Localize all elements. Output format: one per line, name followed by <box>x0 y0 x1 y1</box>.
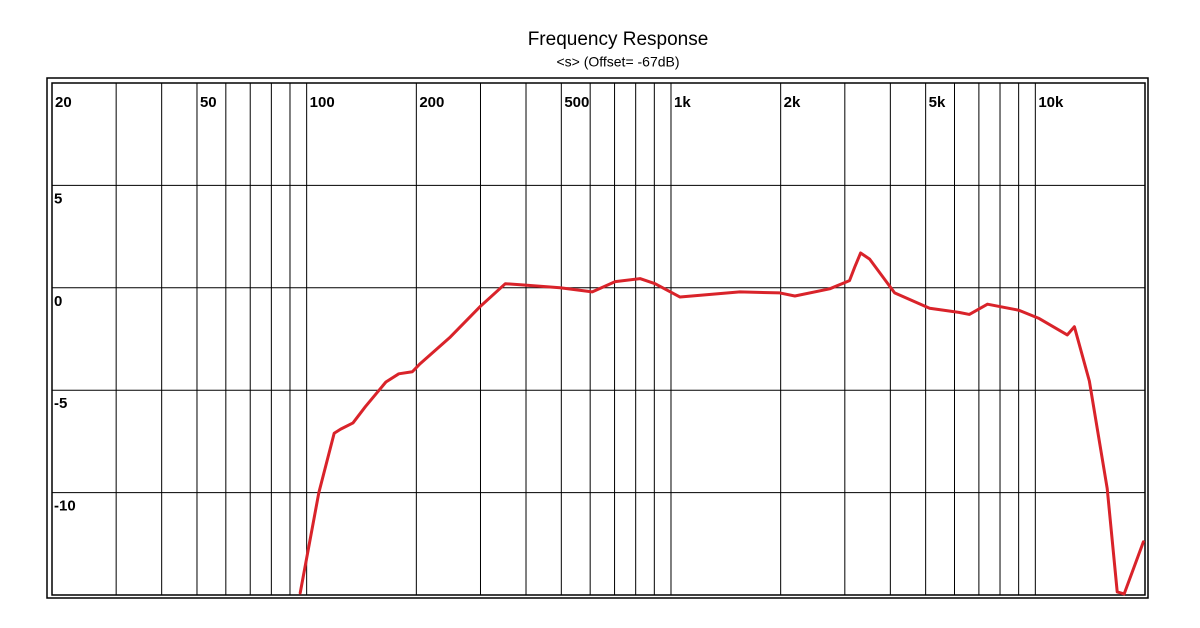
x-tick-label: 20 <box>55 94 72 111</box>
x-tick-label: 2k <box>784 94 801 111</box>
x-tick-label: 1k <box>674 94 691 111</box>
outer-frame <box>46 77 1149 599</box>
x-tick-label: 50 <box>200 94 217 111</box>
x-tick-label: 5k <box>929 94 946 111</box>
x-tick-label: 500 <box>564 94 589 111</box>
chart-subtitle: <s> (Offset= -67dB) <box>556 54 679 70</box>
y-tick-label: 5 <box>54 190 62 207</box>
x-tick-label: 100 <box>310 94 335 111</box>
x-tick-label: 200 <box>419 94 444 111</box>
y-tick-label: 0 <box>54 293 62 310</box>
y-tick-label: -10 <box>54 498 76 515</box>
y-tick-label: -5 <box>54 395 67 412</box>
chart-title: Frequency Response <box>528 29 709 50</box>
response-line <box>298 251 1145 596</box>
x-tick-label: 10k <box>1038 94 1064 111</box>
plot-frame <box>51 82 1146 596</box>
